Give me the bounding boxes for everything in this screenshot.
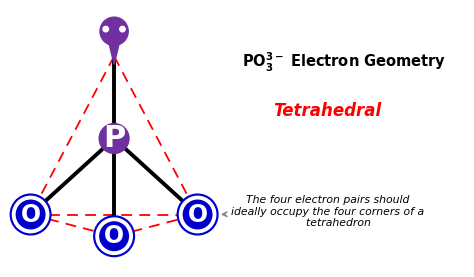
Text: O: O xyxy=(188,202,208,227)
Text: P: P xyxy=(103,124,125,153)
Ellipse shape xyxy=(180,196,216,233)
Ellipse shape xyxy=(16,200,45,229)
Ellipse shape xyxy=(100,222,128,250)
Ellipse shape xyxy=(103,26,109,32)
Ellipse shape xyxy=(96,218,132,254)
Text: $\mathbf{PO_3^{3-}}$$\mathbf{\ Electron\ Geometry}$: $\mathbf{PO_3^{3-}}$$\mathbf{\ Electron\… xyxy=(242,51,446,74)
Ellipse shape xyxy=(12,196,49,233)
Ellipse shape xyxy=(99,124,129,153)
Text: The four electron pairs should
ideally occupy the four corners of a
      tetrah: The four electron pairs should ideally o… xyxy=(223,195,424,229)
Text: O: O xyxy=(20,202,41,227)
Ellipse shape xyxy=(100,17,128,45)
Text: O: O xyxy=(104,224,124,248)
Ellipse shape xyxy=(177,194,218,235)
Ellipse shape xyxy=(10,194,51,235)
Ellipse shape xyxy=(120,26,125,32)
Ellipse shape xyxy=(183,200,212,229)
Ellipse shape xyxy=(94,216,135,257)
Text: Tetrahedral: Tetrahedral xyxy=(273,102,382,120)
Polygon shape xyxy=(108,40,120,64)
